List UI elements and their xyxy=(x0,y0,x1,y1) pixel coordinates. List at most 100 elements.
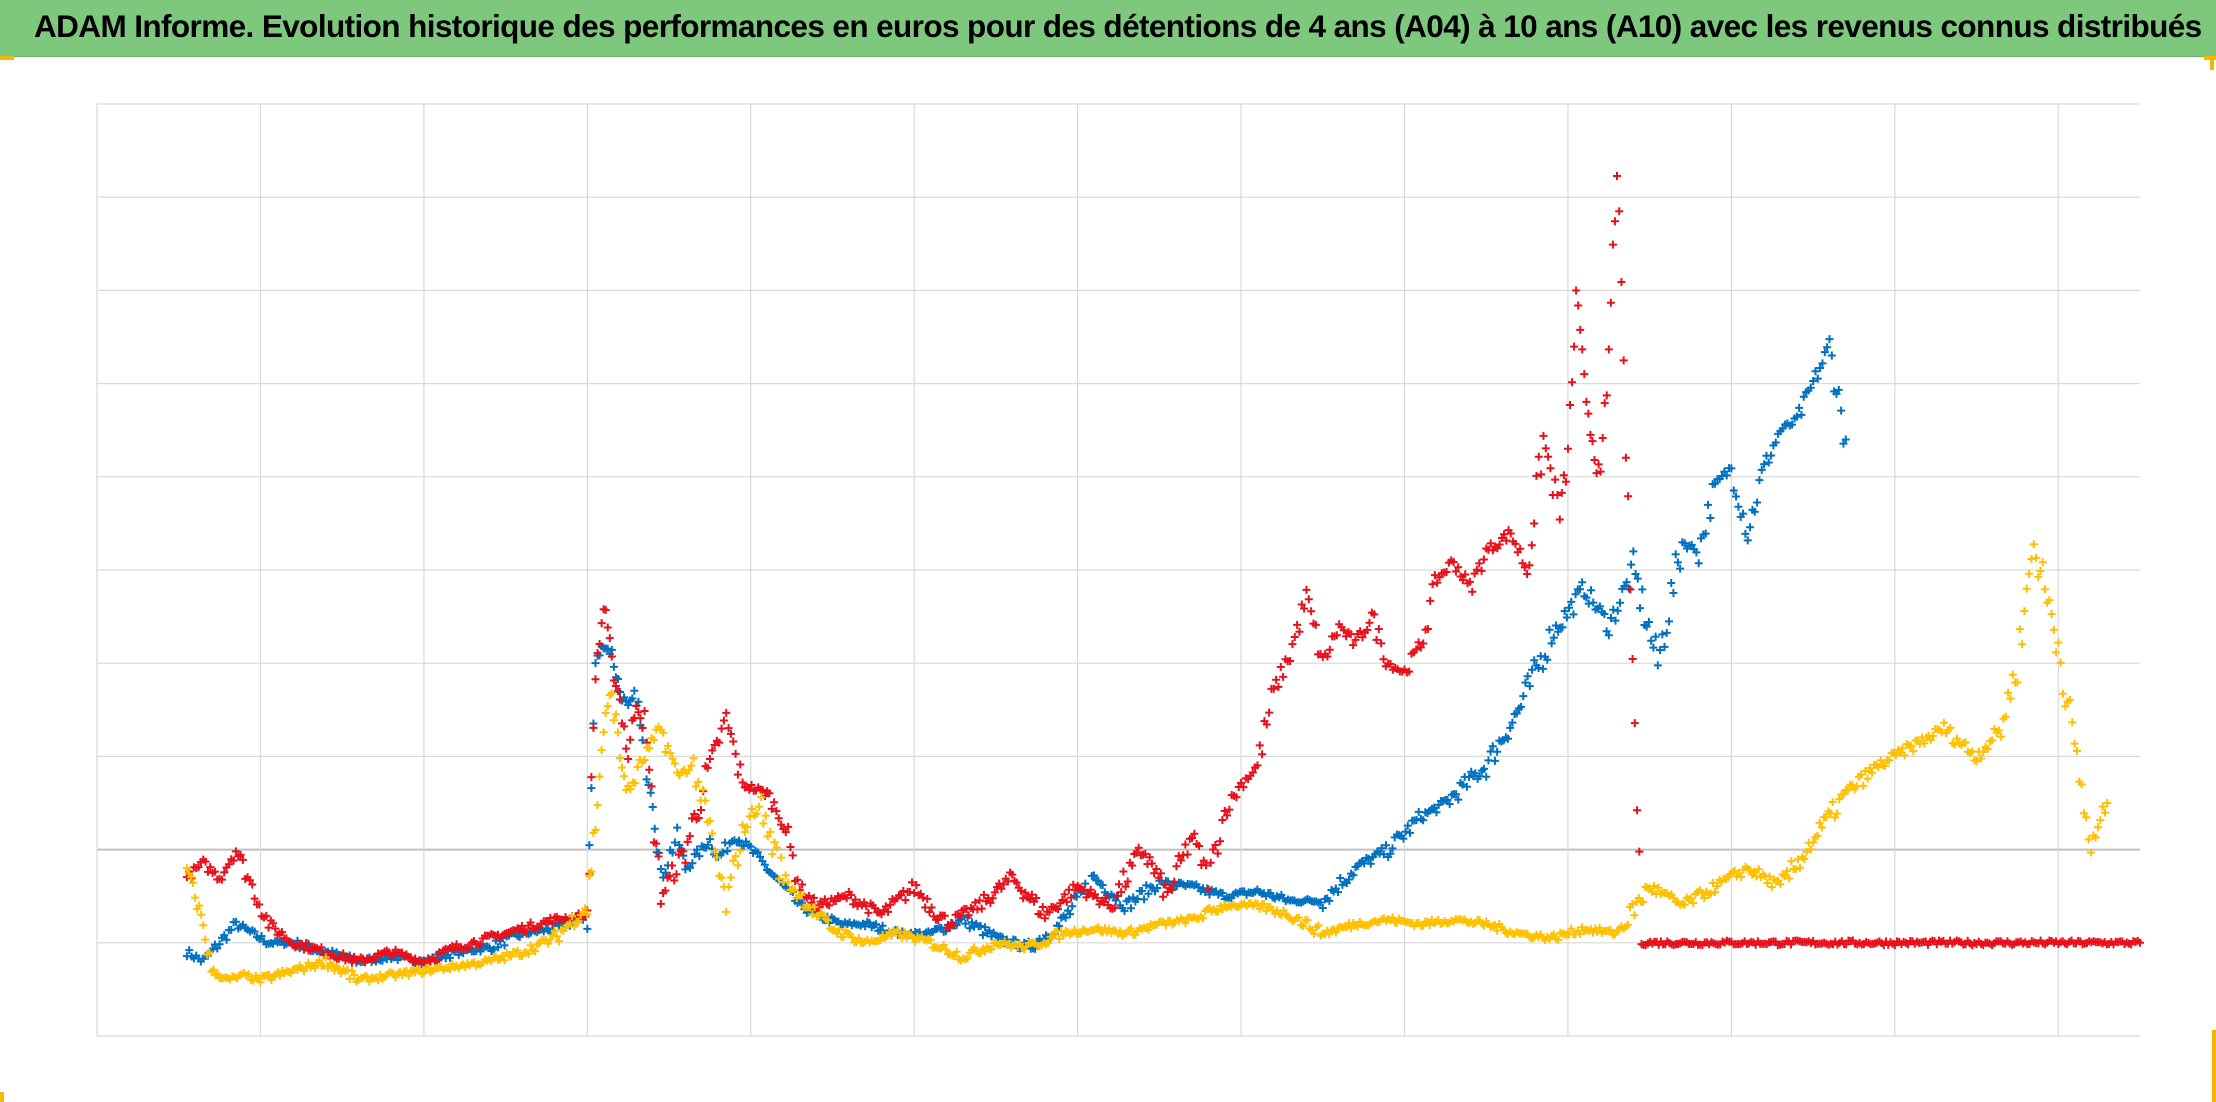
data-point xyxy=(1167,885,1176,894)
data-point xyxy=(238,855,247,864)
data-point xyxy=(1472,565,1481,574)
data-point xyxy=(1813,831,1822,840)
data-point xyxy=(1040,914,1049,923)
data-point xyxy=(1539,431,1548,440)
data-point xyxy=(315,956,324,965)
data-point xyxy=(489,945,498,954)
data-point xyxy=(670,759,679,768)
corner-mark-top-left xyxy=(0,56,14,60)
data-point xyxy=(1732,492,1741,501)
data-point xyxy=(454,950,463,959)
data-point xyxy=(1706,513,1715,522)
data-point xyxy=(1349,871,1358,880)
data-point xyxy=(378,956,387,965)
data-point xyxy=(781,828,790,837)
data-point xyxy=(731,749,740,758)
data-point xyxy=(1900,751,1909,760)
data-point xyxy=(1760,460,1769,469)
data-point xyxy=(783,878,792,887)
data-point xyxy=(1554,627,1563,636)
data-point xyxy=(1575,585,1584,594)
data-point xyxy=(1834,385,1843,394)
data-point xyxy=(1545,625,1554,634)
data-point xyxy=(1649,643,1658,652)
data-point xyxy=(1977,754,1986,763)
data-point xyxy=(1304,595,1313,604)
data-point xyxy=(1295,627,1304,636)
corner-mark-right-edge xyxy=(2210,60,2214,70)
data-point xyxy=(1211,840,1220,849)
data-point xyxy=(790,886,799,895)
data-point xyxy=(1623,920,1632,929)
data-point xyxy=(1493,747,1502,756)
data-point xyxy=(1218,888,1227,897)
data-point xyxy=(1248,768,1257,777)
data-point xyxy=(736,846,745,855)
data-point xyxy=(1323,652,1332,661)
data-point xyxy=(476,940,485,949)
data-point xyxy=(415,965,424,974)
data-point xyxy=(1523,672,1532,681)
data-point xyxy=(2058,689,2067,698)
data-point xyxy=(648,803,657,812)
data-point xyxy=(1401,827,1410,836)
data-point xyxy=(1316,898,1325,907)
data-point xyxy=(1631,570,1640,579)
data-point xyxy=(687,761,696,770)
data-point xyxy=(784,822,793,831)
data-point xyxy=(1206,858,1215,867)
data-point xyxy=(513,946,522,955)
data-point xyxy=(1508,718,1517,727)
data-point xyxy=(805,891,814,900)
data-point xyxy=(1785,874,1794,883)
data-point xyxy=(743,822,752,831)
data-point xyxy=(723,847,732,856)
data-point xyxy=(1708,878,1717,887)
corner-mark-bottom-left xyxy=(0,1092,4,1102)
data-point xyxy=(923,894,932,903)
data-point xyxy=(710,740,719,749)
data-point xyxy=(1297,600,1306,609)
data-point xyxy=(1262,720,1271,729)
data-point xyxy=(591,825,600,834)
data-point xyxy=(663,741,672,750)
data-point xyxy=(1288,640,1297,649)
data-point xyxy=(1565,603,1574,612)
data-point xyxy=(1729,486,1738,495)
data-point xyxy=(1576,325,1585,334)
data-point xyxy=(645,744,654,753)
data-point xyxy=(476,947,485,956)
data-point xyxy=(1628,900,1637,909)
data-point xyxy=(1629,547,1638,556)
data-point xyxy=(1647,887,1656,896)
data-point xyxy=(593,801,602,810)
data-point xyxy=(570,922,579,931)
data-point xyxy=(770,798,779,807)
data-point xyxy=(1857,770,1866,779)
data-point xyxy=(950,952,959,961)
data-point xyxy=(1551,475,1560,484)
data-point xyxy=(1559,471,1568,480)
data-point xyxy=(1835,795,1844,804)
data-point xyxy=(1144,889,1153,898)
data-point xyxy=(1907,742,1916,751)
data-point xyxy=(607,652,616,661)
data-point xyxy=(587,784,596,793)
data-point xyxy=(1025,895,1034,904)
data-point xyxy=(1115,880,1124,889)
data-point xyxy=(1633,574,1642,583)
data-point xyxy=(642,775,651,784)
data-point xyxy=(634,697,643,706)
data-point xyxy=(686,863,695,872)
data-point xyxy=(186,873,195,882)
data-point xyxy=(693,845,702,854)
data-point xyxy=(1647,636,1656,645)
data-point xyxy=(1462,782,1471,791)
data-point xyxy=(1190,829,1199,838)
data-point xyxy=(1127,924,1136,933)
data-point xyxy=(1066,910,1075,919)
data-point xyxy=(772,807,781,816)
data-point xyxy=(1101,893,1110,902)
data-point xyxy=(1767,451,1776,460)
data-point xyxy=(189,878,198,887)
